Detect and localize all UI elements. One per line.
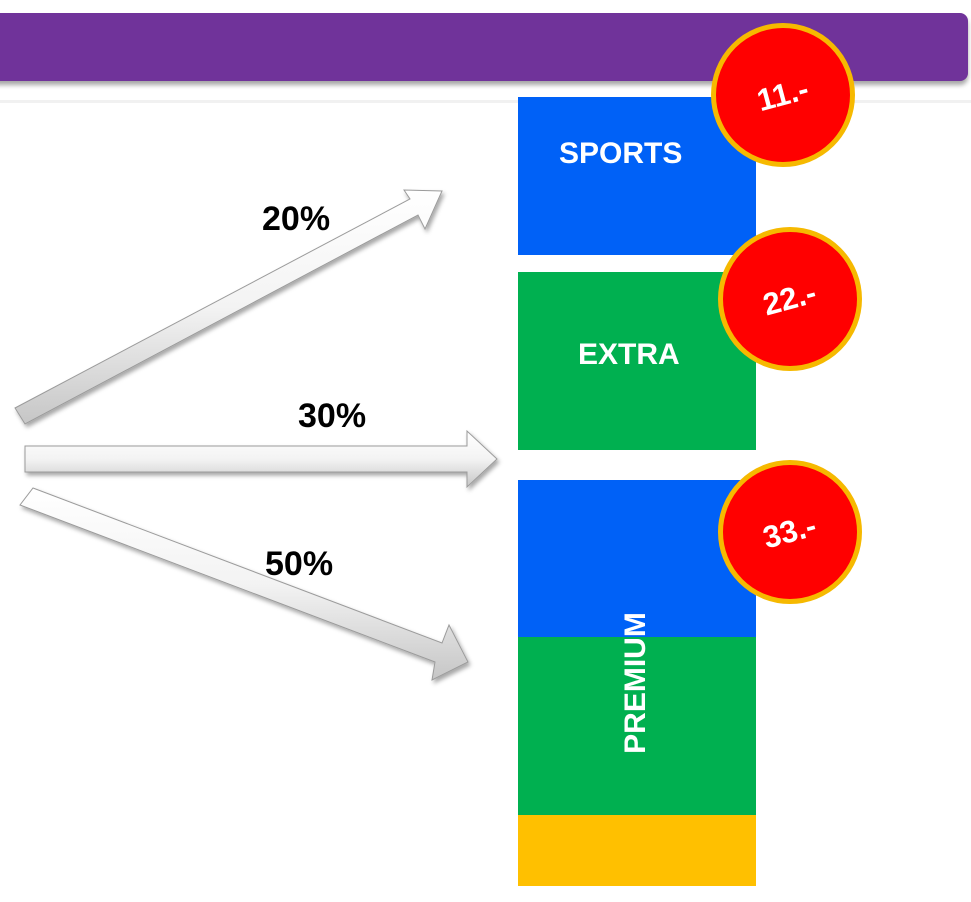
price-sports: 11.- bbox=[753, 70, 813, 119]
price-badge-sports: 11.- bbox=[711, 23, 855, 167]
header-divider bbox=[0, 100, 971, 103]
extra-block bbox=[518, 272, 756, 450]
premium-label: PREMIUM bbox=[619, 612, 652, 754]
arrow-50 bbox=[19, 487, 469, 681]
arrow-label-30: 30% bbox=[298, 397, 367, 435]
premium-band-bottom bbox=[518, 815, 756, 886]
sports-label: SPORTS bbox=[559, 137, 683, 170]
price-premium: 33.- bbox=[759, 507, 821, 556]
price-extra: 22.- bbox=[759, 274, 821, 323]
arrow-label-20: 20% bbox=[262, 200, 331, 238]
arrow-label-50: 50% bbox=[265, 545, 334, 583]
price-badge-extra: 22.- bbox=[718, 227, 862, 371]
arrow-20 bbox=[14, 189, 443, 425]
premium-band-top bbox=[518, 480, 756, 637]
extra-label: EXTRA bbox=[578, 338, 680, 371]
arrow-30 bbox=[24, 429, 498, 489]
price-badge-premium: 33.- bbox=[718, 460, 862, 604]
premium-band-middle bbox=[518, 637, 756, 815]
